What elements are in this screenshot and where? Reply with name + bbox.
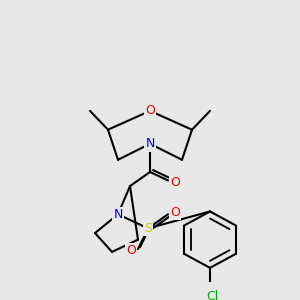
Text: O: O <box>126 244 136 257</box>
Text: N: N <box>113 208 123 221</box>
Text: Cl: Cl <box>206 290 218 300</box>
Text: S: S <box>144 222 152 235</box>
Text: O: O <box>145 104 155 117</box>
Text: N: N <box>145 137 155 150</box>
Text: O: O <box>170 206 180 219</box>
Text: O: O <box>170 176 180 189</box>
